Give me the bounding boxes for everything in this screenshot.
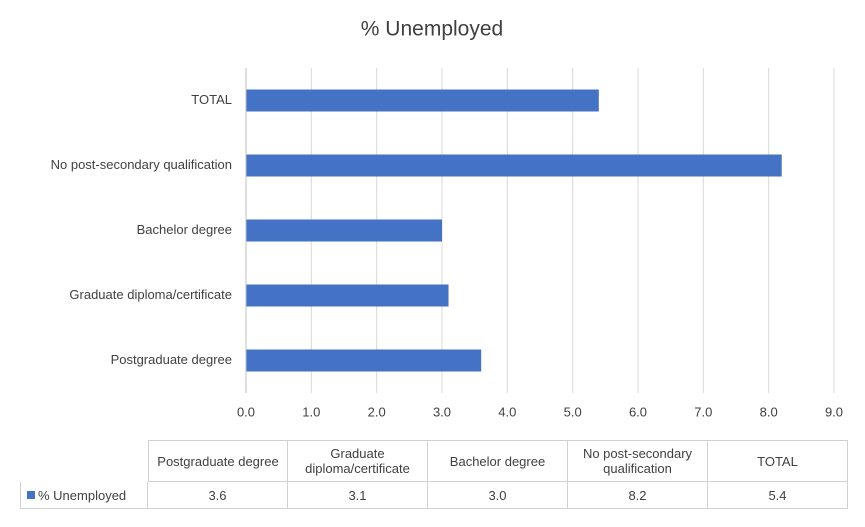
x-tick-label: 6.0 xyxy=(629,404,647,419)
bar xyxy=(246,349,482,372)
y-tick-label: Graduate diploma/certificate xyxy=(69,287,232,302)
legend-swatch xyxy=(27,491,35,499)
table-legend: % Unemployed xyxy=(20,482,148,509)
bar xyxy=(246,154,782,177)
bar xyxy=(246,219,442,242)
table-value: 3.0 xyxy=(428,482,568,509)
table-value: 8.2 xyxy=(568,482,708,509)
x-tick-label: 9.0 xyxy=(825,404,843,419)
table-header: Bachelor degree xyxy=(428,440,568,482)
table-value: 3.1 xyxy=(288,482,428,509)
y-tick-label: No post-secondary qualification xyxy=(51,157,232,172)
y-tick-label: TOTAL xyxy=(191,92,232,107)
x-tick-label: 0.0 xyxy=(237,404,255,419)
bar xyxy=(246,89,599,112)
x-tick-label: 1.0 xyxy=(302,404,320,419)
table-value: 3.6 xyxy=(148,482,288,509)
table-header: Graduate diploma/certificate xyxy=(288,440,428,482)
x-tick-label: 5.0 xyxy=(564,404,582,419)
chart-title: % Unemployed xyxy=(361,18,503,41)
table-header: No post-secondary qualification xyxy=(568,440,708,482)
x-tick-label: 2.0 xyxy=(368,404,386,419)
x-tick-label: 3.0 xyxy=(433,404,451,419)
y-tick-label: Bachelor degree xyxy=(137,222,232,237)
table-header: TOTAL xyxy=(708,440,848,482)
table-header: Postgraduate degree xyxy=(148,440,288,482)
legend-label: % Unemployed xyxy=(38,487,127,503)
y-tick-label: Postgraduate degree xyxy=(111,352,232,367)
x-tick-label: 7.0 xyxy=(694,404,712,419)
bar xyxy=(246,284,449,307)
x-tick-label: 8.0 xyxy=(760,404,778,419)
table-value: 5.4 xyxy=(708,482,848,509)
x-tick-label: 4.0 xyxy=(498,404,516,419)
